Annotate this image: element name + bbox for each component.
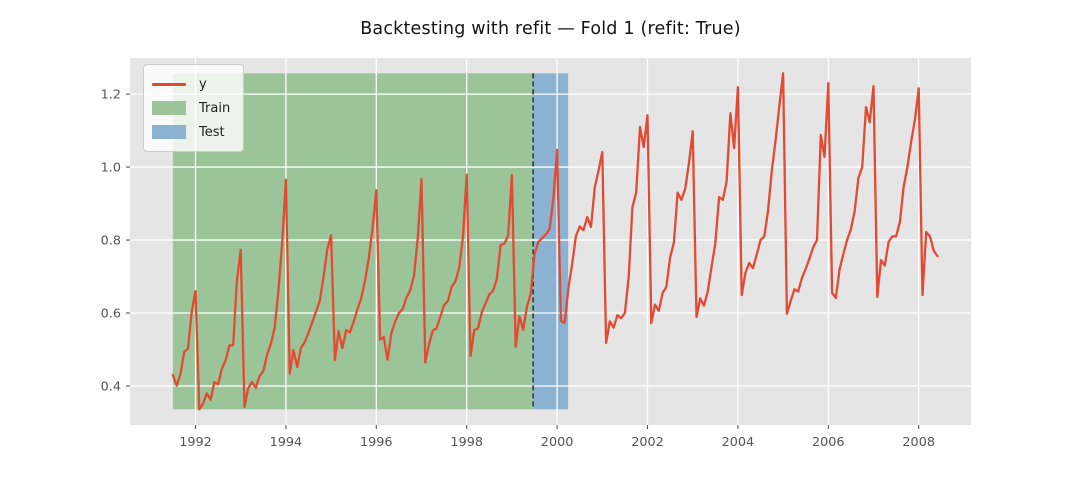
y-tick-label: 0.4 — [101, 379, 121, 394]
x-tick-label: 2004 — [722, 435, 755, 450]
legend-label-train: Train — [199, 100, 231, 116]
y-tick-label: 0.8 — [101, 234, 121, 249]
y-tick-label: 0.6 — [101, 307, 121, 322]
x-tick-label: 2006 — [812, 435, 845, 450]
x-tick-label: 2008 — [902, 435, 935, 450]
legend: y Train Test — [143, 64, 244, 152]
x-tick-label: 1998 — [450, 435, 483, 450]
legend-item-test: Test — [152, 120, 233, 144]
y-tick-label: 1.2 — [101, 88, 121, 103]
x-tick-label: 1992 — [179, 435, 212, 450]
legend-label-test: Test — [199, 124, 225, 140]
series-line-y — [171, 72, 939, 411]
test-patch-swatch-icon — [152, 125, 186, 139]
chart-title: Backtesting with refit — Fold 1 (refit: … — [360, 19, 741, 39]
y-tick-label: 1.0 — [101, 161, 121, 176]
legend-label-y: y — [199, 76, 207, 92]
x-tick-label: 2002 — [631, 435, 664, 450]
x-tick-label: 2000 — [541, 435, 574, 450]
legend-item-y: y — [152, 72, 233, 96]
train-patch-swatch-icon — [152, 101, 186, 115]
x-tick-label: 1996 — [360, 435, 393, 450]
y-line-swatch-icon — [152, 82, 186, 86]
x-tick-label: 1994 — [270, 435, 303, 450]
legend-item-train: Train — [152, 96, 233, 120]
x-axis: 1992 1994 1996 1998 2000 2002 2004 2006 2008 — [179, 425, 935, 450]
y-axis: 0.4 0.6 0.8 1.0 1.2 — [101, 88, 130, 394]
